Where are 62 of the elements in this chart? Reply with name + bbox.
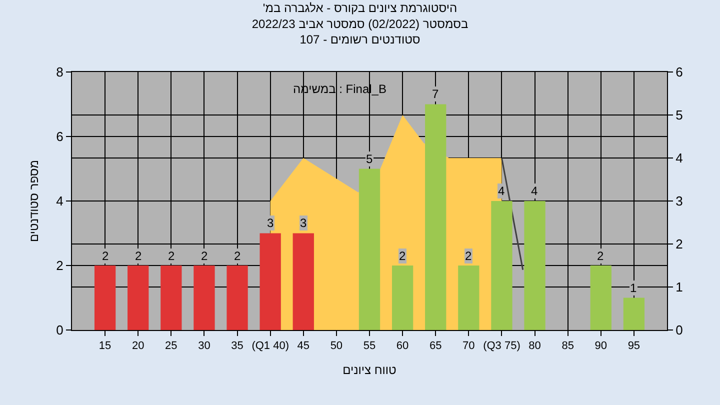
y-tick-label: 6 [56, 129, 64, 144]
y2-tick-label: 6 [676, 64, 683, 80]
x-tick-label: 45 [297, 340, 310, 352]
y-tick-label: 4 [56, 194, 64, 209]
bar [128, 266, 149, 330]
x-tick-label: 15 [98, 340, 112, 352]
data-label: 4 [498, 184, 505, 198]
data-label: 2 [234, 249, 241, 263]
data-label: 7 [432, 87, 439, 101]
x-tick-label: 60 [396, 340, 409, 352]
x-tick-label: 55 [363, 340, 376, 352]
x-tick-label: 65 [429, 340, 442, 352]
data-label: 1 [630, 281, 637, 295]
data-label: 2 [168, 249, 175, 263]
x-tick-label: 95 [628, 340, 640, 352]
data-label: 5 [366, 152, 373, 166]
y2-tick-label: 4 [676, 150, 683, 166]
data-label: 4 [531, 184, 538, 198]
x-tick-label: 80 [528, 340, 541, 352]
bar [623, 298, 645, 330]
bar [458, 266, 480, 330]
bar [260, 233, 281, 330]
data-label: 2 [597, 249, 604, 263]
bar [94, 266, 116, 330]
y-axis-title: מספר סטודנטים [27, 160, 41, 242]
y2-tick-label: 0 [676, 322, 683, 338]
bar [358, 168, 380, 330]
x-tick-label: 30 [198, 340, 210, 352]
data-label: 2 [102, 249, 109, 263]
y-tick-label: 2 [56, 258, 64, 274]
x-tick-label: (Q1 40) [252, 340, 289, 352]
bar [425, 104, 446, 330]
y2-tick-label: 5 [676, 108, 683, 123]
x-tick-label: 20 [132, 340, 144, 352]
data-label: 2 [201, 249, 208, 263]
x-tick-label: 50 [330, 340, 343, 352]
data-label: 2 [135, 249, 142, 263]
y-tick-label: 0 [56, 322, 64, 338]
bar [524, 201, 546, 330]
bar [292, 233, 314, 330]
x-tick-label: 90 [594, 340, 608, 352]
bar [392, 266, 414, 330]
x-tick-label: 25 [165, 340, 178, 352]
y2-tick-label: 1 [676, 280, 683, 295]
data-label: 2 [399, 249, 406, 263]
x-tick-label: 85 [562, 340, 574, 352]
bar [590, 266, 612, 330]
y2-tick-label: 3 [676, 194, 683, 209]
data-label: 2 [465, 249, 472, 263]
bar [160, 266, 182, 330]
y2-tick-label: 2 [676, 236, 683, 252]
bar [194, 266, 215, 330]
x-tick-label: (Q3 75) [483, 340, 520, 352]
x-axis-title: טווח ציונים [342, 363, 397, 378]
y-tick-label: 8 [56, 64, 64, 80]
chart-title: היסטוגרמת ציונים בקורס - אלגברה במ' בסמסטר (02/2022) סמסטר אביב 2022/23 סטודנטים רשומים - 107 [252, 1, 468, 46]
x-tick-label: 70 [462, 340, 475, 352]
x-tick-label: 35 [231, 340, 244, 352]
bar [491, 201, 512, 330]
data-label: 3 [267, 216, 274, 230]
data-label: 3 [300, 216, 307, 230]
bar [226, 266, 248, 330]
